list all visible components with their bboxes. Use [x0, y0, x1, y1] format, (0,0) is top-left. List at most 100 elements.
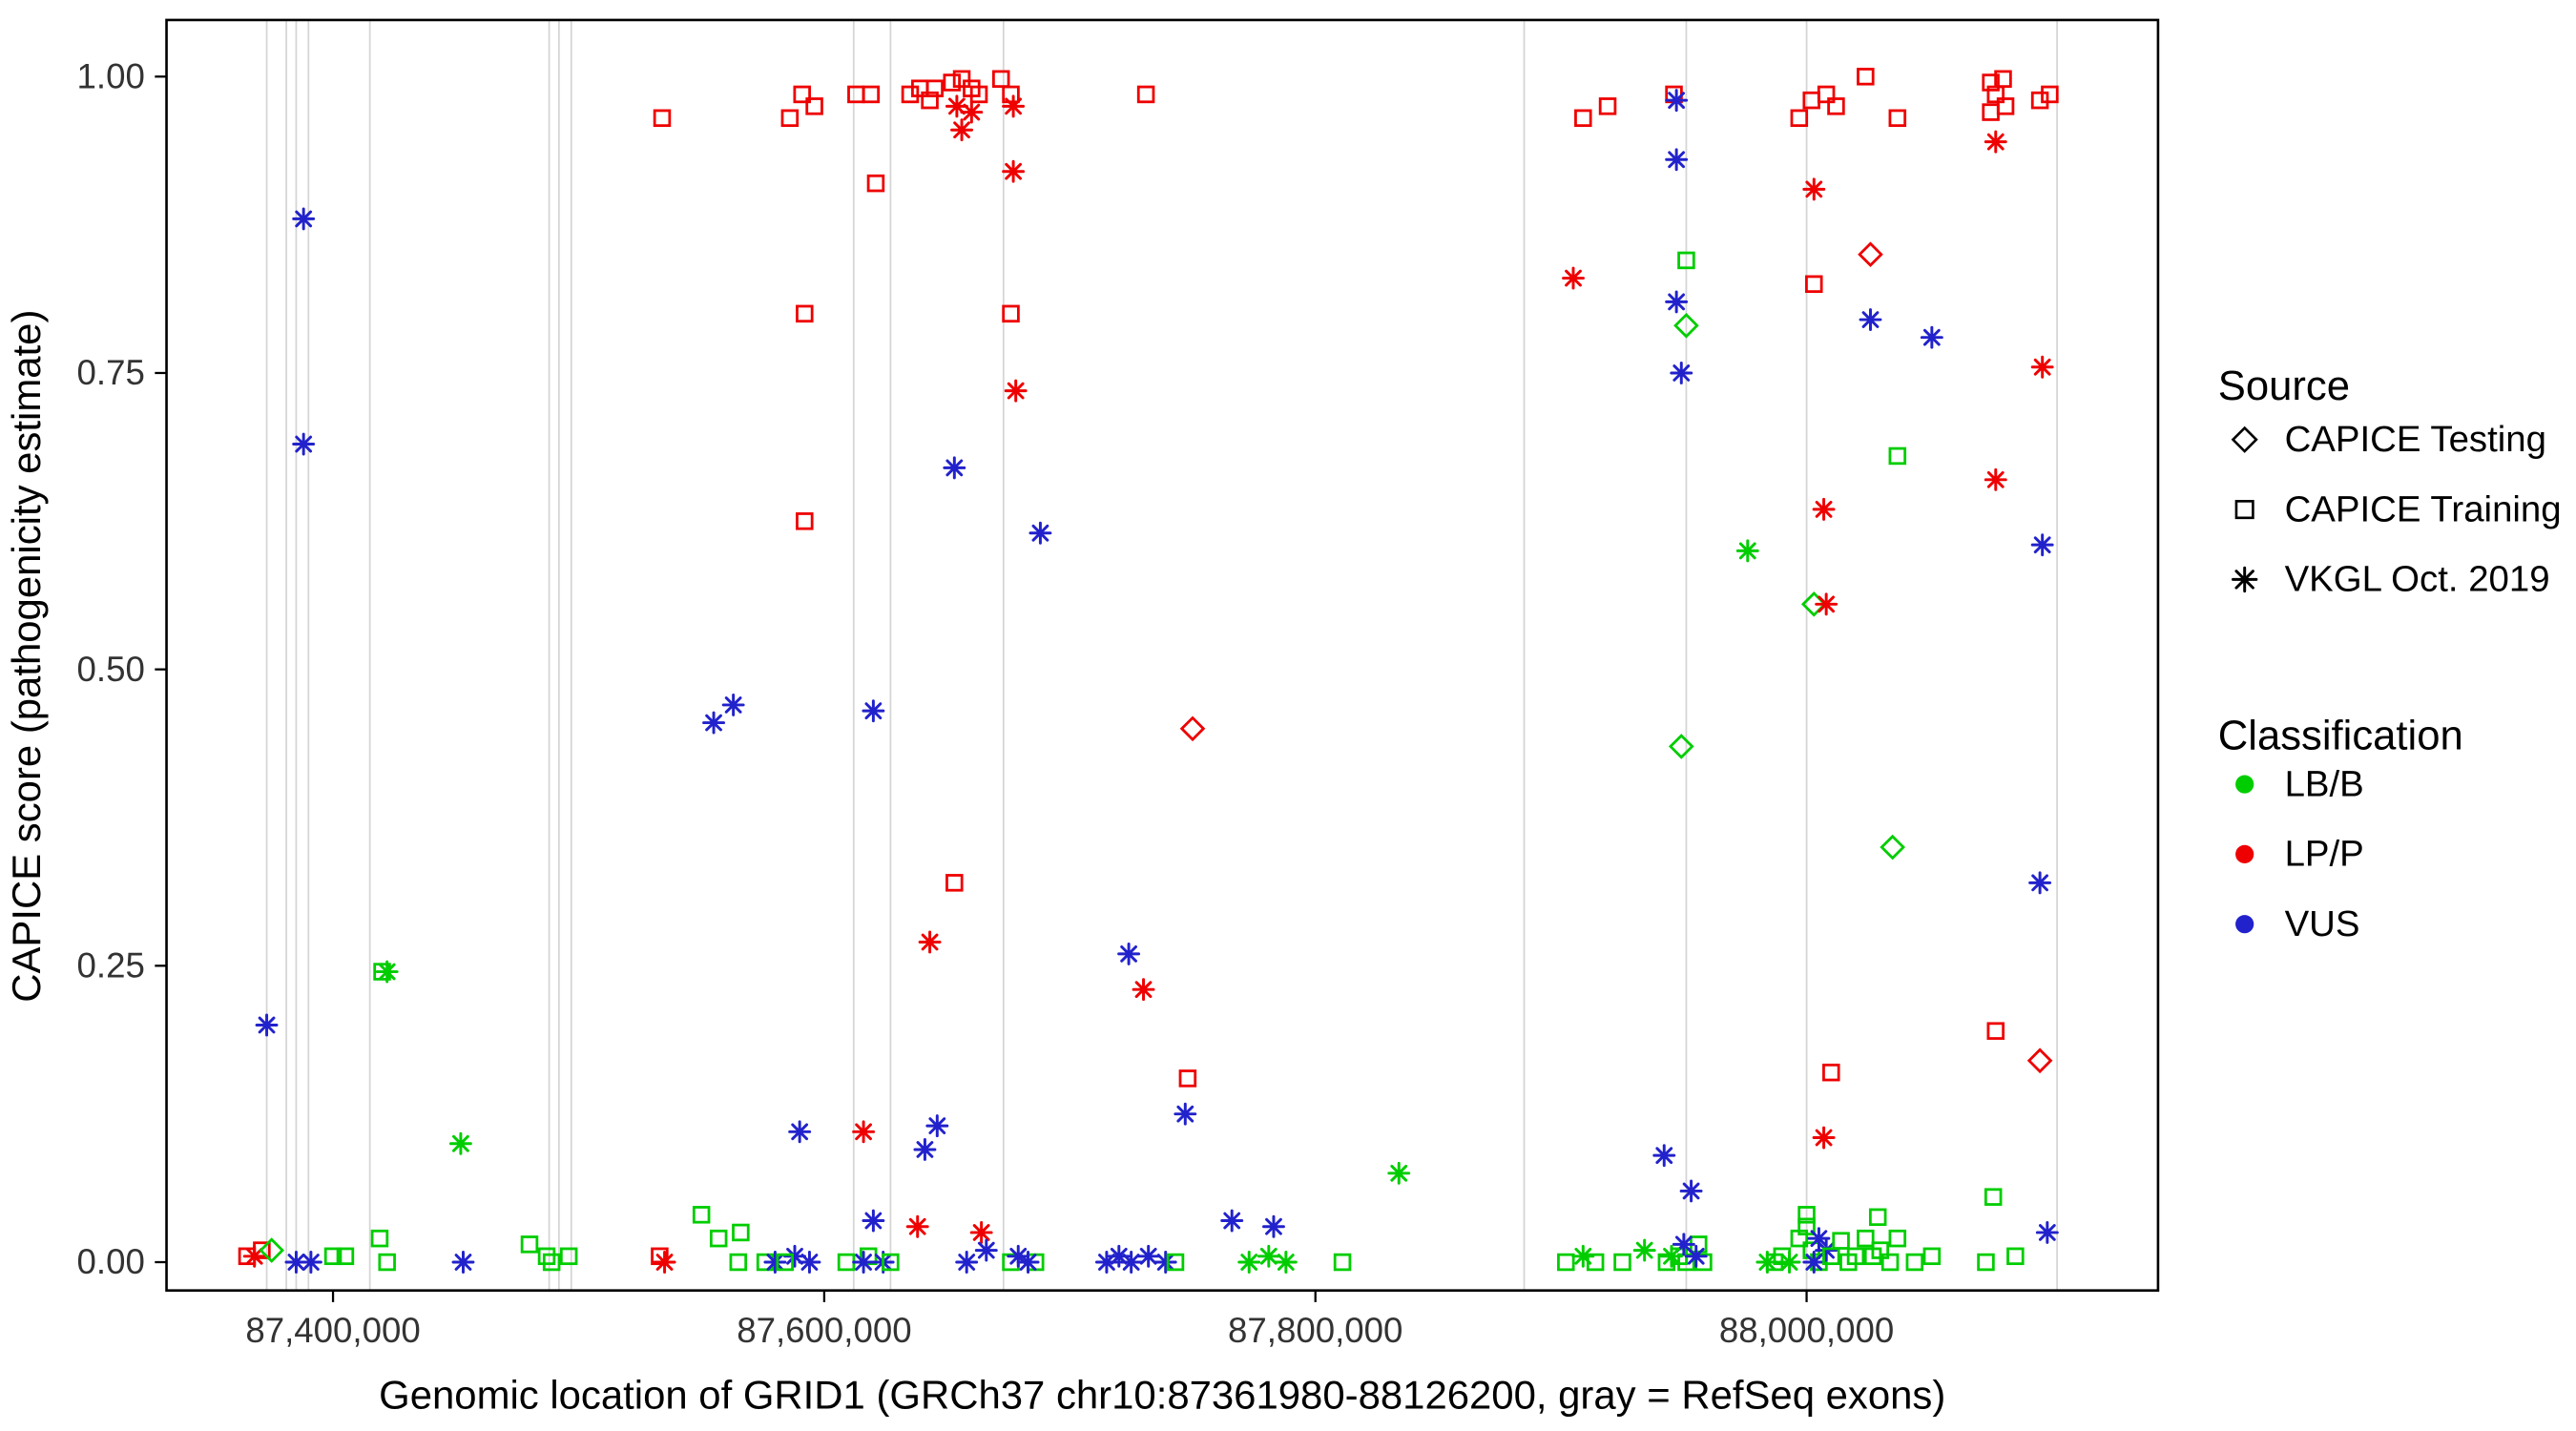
data-point-asterisk	[1807, 1227, 1831, 1251]
data-point-square	[732, 1223, 750, 1242]
panel-border	[165, 18, 2160, 1292]
data-point-asterisk	[292, 432, 316, 456]
vus-color-dot-icon	[2235, 915, 2254, 934]
data-point-square	[793, 85, 811, 104]
data-point-square	[1178, 1069, 1197, 1088]
data-point-square	[1996, 97, 2015, 115]
data-point-square	[952, 70, 971, 89]
data-point-square	[537, 1247, 556, 1266]
data-point-asterisk	[653, 1251, 676, 1274]
data-point-asterisk	[862, 699, 885, 723]
data-point-asterisk	[862, 1209, 885, 1233]
data-point-square	[1982, 103, 2000, 121]
data-point-square	[2006, 1247, 2025, 1266]
legend-item-label: CAPICE Testing	[2285, 419, 2546, 460]
data-point-square	[1677, 251, 1695, 270]
legend-item-label: LB/B	[2285, 763, 2364, 804]
data-point-asterisk	[1632, 1238, 1656, 1262]
data-point-square	[1657, 1253, 1676, 1272]
data-point-square	[796, 304, 814, 323]
data-point-square	[709, 1229, 728, 1248]
data-point-square	[1888, 109, 1907, 128]
data-point-asterisk	[852, 1251, 876, 1274]
data-point-square	[780, 109, 800, 128]
legend-item-capice-training: CAPICE Training	[2234, 488, 2562, 529]
data-point-asterisk	[451, 1251, 475, 1274]
x-tick-label: 87,600,000	[737, 1311, 911, 1350]
data-point-asterisk	[913, 1138, 937, 1161]
legend-item-label: CAPICE Training	[2285, 488, 2562, 529]
data-point-asterisk	[375, 960, 399, 984]
data-point-square	[1994, 70, 2012, 89]
data-point-asterisk	[1028, 521, 1052, 545]
lpp-color-dot-icon	[2235, 844, 2254, 863]
data-point-square	[1136, 85, 1155, 104]
legend-item-vus: VUS	[2235, 903, 2359, 944]
data-point-asterisk	[1174, 1102, 1197, 1126]
data-point-asterisk	[1107, 1244, 1131, 1268]
data-point-asterisk	[1262, 1214, 1285, 1238]
data-point-square	[336, 1247, 355, 1266]
data-point-square	[991, 70, 1010, 89]
data-point-asterisk	[974, 1238, 998, 1262]
data-point-square	[837, 1253, 856, 1272]
data-point-diamond	[1673, 312, 1699, 339]
data-point-asterisk	[1735, 539, 1759, 563]
data-point-square	[653, 109, 672, 128]
data-point-square	[2041, 85, 2059, 104]
data-point-asterisk	[763, 1251, 787, 1274]
data-point-asterisk	[1660, 1244, 1683, 1268]
x-tick-label: 88,000,000	[1719, 1311, 1894, 1350]
legend-source-title: Source	[2218, 363, 2350, 409]
data-point-asterisk	[702, 711, 726, 735]
data-point-asterisk	[1665, 148, 1689, 172]
legend-item-label: VUS	[2285, 903, 2360, 944]
legend-classification: Classification LB/B LP/P VUS	[2218, 713, 2463, 944]
data-point-asterisk	[1665, 89, 1689, 113]
data-point-asterisk	[1665, 290, 1689, 314]
legend-item-lpp: LP/P	[2235, 834, 2364, 875]
data-point-asterisk	[1274, 1251, 1298, 1274]
data-point-square	[1977, 1253, 1995, 1272]
data-point-square	[729, 1253, 748, 1272]
data-point-asterisk	[1812, 1126, 1836, 1150]
data-point-diamond	[1179, 716, 1206, 742]
data-point-square	[925, 79, 944, 97]
asterisk-icon	[2231, 566, 2258, 593]
data-point-square	[1827, 97, 1845, 115]
data-point-asterisk	[925, 1114, 949, 1138]
data-point-asterisk	[788, 1120, 812, 1144]
data-point-asterisk	[255, 1013, 279, 1037]
data-point-asterisk	[1802, 1251, 1826, 1274]
x-axis-label: Genomic location of GRID1 (GRCh37 chr10:…	[379, 1373, 1945, 1418]
data-point-square	[921, 91, 939, 110]
legend-item-label: LP/P	[2285, 834, 2364, 875]
data-point-square	[1613, 1253, 1631, 1272]
data-point-square	[1797, 1217, 1816, 1235]
data-point-square	[1002, 304, 1020, 323]
data-point-square	[1982, 73, 2000, 92]
data-point-square	[1574, 109, 1592, 128]
data-point-square	[1822, 1063, 1840, 1082]
data-point-square	[862, 85, 881, 104]
lbb-color-dot-icon	[2235, 775, 2254, 794]
data-point-diamond	[259, 1237, 285, 1263]
y-tick-label: 0.25	[77, 946, 145, 985]
data-point-square	[776, 1253, 794, 1272]
data-point-square	[847, 85, 865, 104]
x-tick-label: 87,800,000	[1228, 1311, 1402, 1350]
data-point-asterisk	[969, 1220, 993, 1244]
data-point-square	[1805, 275, 1823, 294]
data-point-asterisk	[1812, 497, 1836, 521]
data-point-square	[1880, 1253, 1900, 1272]
data-point-asterisk	[960, 100, 984, 124]
data-point-asterisk	[1684, 1244, 1708, 1268]
data-point-asterisk	[1220, 1209, 1244, 1233]
data-point-asterisk	[2035, 1220, 2059, 1244]
data-point-asterisk	[1007, 1244, 1030, 1268]
legend-item-lbb: LB/B	[2235, 763, 2364, 804]
diamond-icon	[2231, 425, 2258, 453]
data-point-square	[1905, 1253, 1924, 1272]
